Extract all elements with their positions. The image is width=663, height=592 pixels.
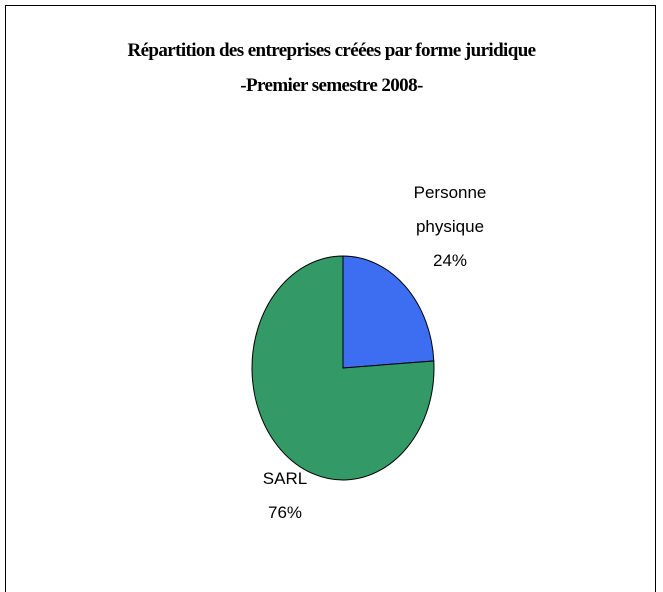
slice-category: Personne physique [413,183,487,236]
slice-label: Personne physique 24% [395,176,505,278]
chart-subtitle: -Premier semestre 2008- [240,75,423,96]
chart-title: Répartition des entreprises créées par f… [127,40,536,61]
slice-value: 76% [267,503,303,522]
slice-label: SARL 76% [235,462,335,530]
pie-slice [251,255,435,481]
slice-category: SARL [262,469,308,488]
pie-slice [342,255,435,369]
chart-frame [5,5,656,592]
slice-value: 24% [432,251,468,270]
